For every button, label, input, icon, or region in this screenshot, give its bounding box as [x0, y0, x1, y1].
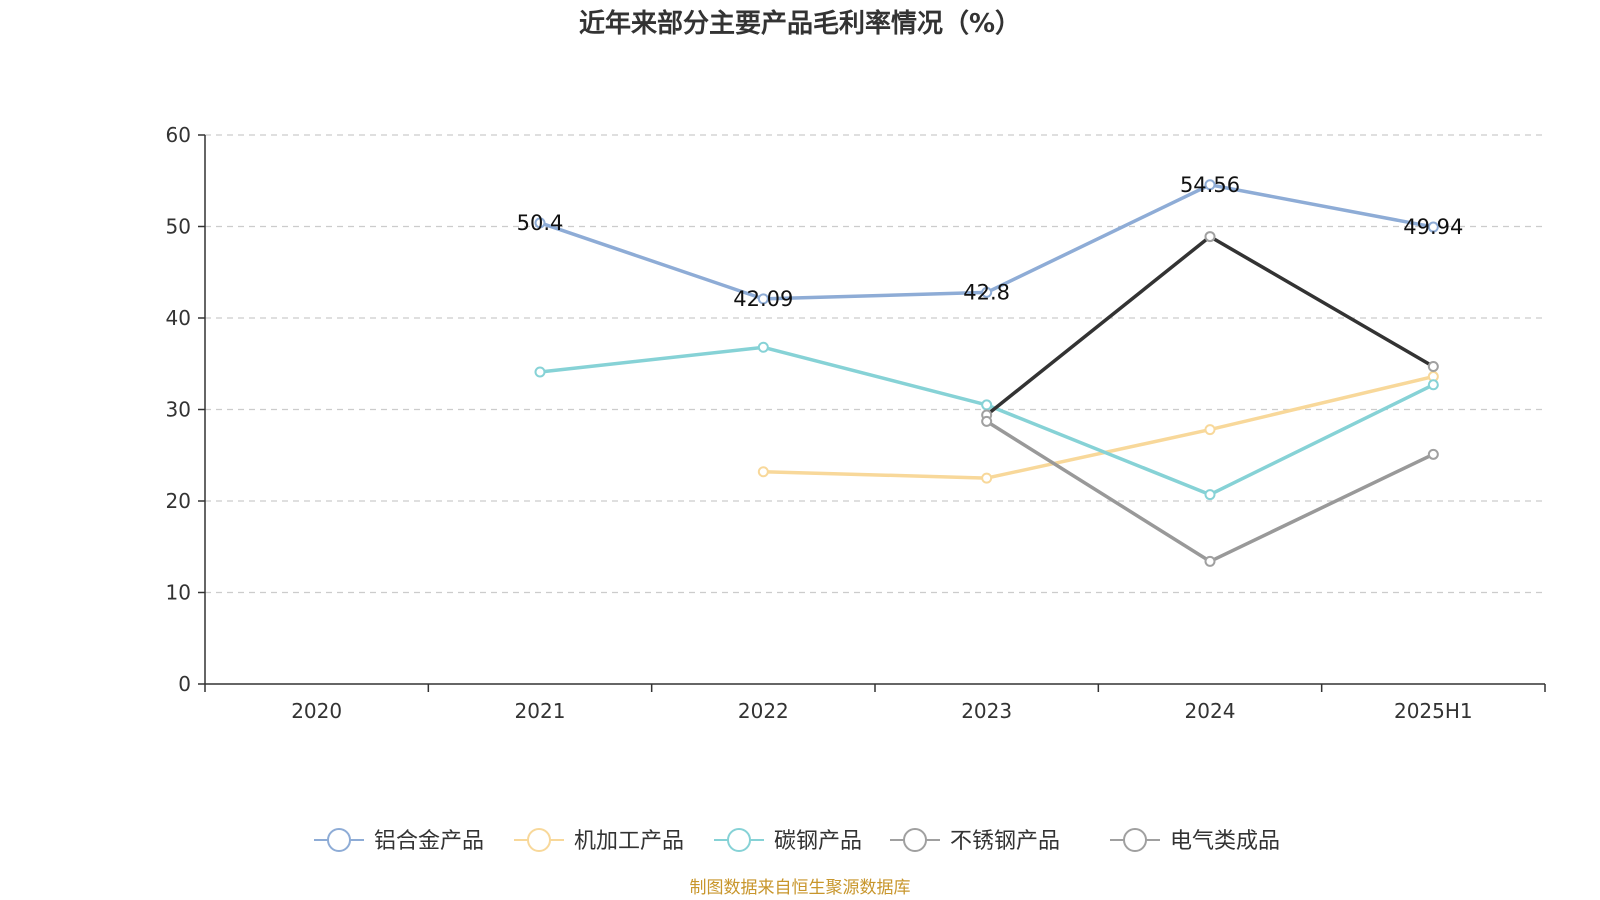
- legend-item: 电气类成品: [1110, 828, 1280, 854]
- legend-item: 碳钢产品: [714, 828, 862, 854]
- data-point: [1427, 379, 1439, 391]
- data-point: [1204, 179, 1216, 191]
- data-point: [1427, 448, 1439, 460]
- data-label: 49.94: [1403, 215, 1463, 239]
- legend-label: 碳钢产品: [774, 829, 862, 854]
- x-tick-label: 2024: [1185, 699, 1236, 723]
- data-point: [1204, 555, 1216, 567]
- axes: 0 10 20 30 40 50 60 2020 2021 2022 2023 2024 2025H1: [166, 123, 1546, 723]
- legend-marker: [527, 828, 551, 852]
- legend-label: 铝合金产品: [374, 829, 484, 854]
- y-tick-label: 10: [166, 581, 191, 605]
- legend-label: 不锈钢产品: [950, 829, 1060, 854]
- x-tick-label: 2021: [515, 699, 566, 723]
- source-note: 制图数据来自恒生聚源数据库: [690, 878, 911, 898]
- data-point: [1427, 360, 1439, 372]
- data-point: [757, 293, 769, 305]
- series-4: [981, 231, 1439, 421]
- legend-marker: [903, 828, 927, 852]
- series-2: [757, 371, 1439, 484]
- legend-item: 铝合金产品: [314, 828, 484, 854]
- data-point: [981, 415, 993, 427]
- data-label: 54.56: [1180, 173, 1240, 197]
- y-tick-label: 50: [166, 215, 191, 239]
- y-tick-label: 40: [166, 306, 191, 330]
- x-tick-label: 2020: [291, 699, 342, 723]
- series-3: [534, 341, 1439, 501]
- x-tick-label: 2022: [738, 699, 789, 723]
- legend-item: 机加工产品: [514, 828, 684, 854]
- x-tick-label: 2025H1: [1394, 699, 1473, 723]
- series-line: [984, 234, 1436, 417]
- y-tick-label: 20: [166, 489, 191, 513]
- y-tick-label: 30: [166, 398, 191, 422]
- y-tick-label: 0: [178, 672, 191, 696]
- chart-title: 近年来部分主要产品毛利率情况（%）: [579, 8, 1021, 39]
- series-1: [534, 179, 1439, 305]
- data-label: 50.4: [517, 211, 564, 235]
- data-label: 42.8: [963, 280, 1010, 304]
- legend: 铝合金产品 机加工产品 碳钢产品 不锈钢产品 电气类成品: [314, 828, 1280, 854]
- data-labels: 50.4 42.09 42.8 54.56 49.94: [517, 173, 1464, 311]
- data-point: [981, 399, 993, 411]
- data-point: [1204, 424, 1216, 436]
- data-point: [534, 217, 546, 229]
- x-tick-label: 2023: [961, 699, 1012, 723]
- legend-item: 不锈钢产品: [890, 828, 1060, 854]
- legend-marker: [1123, 828, 1147, 852]
- legend-label: 机加工产品: [574, 829, 684, 854]
- data-point: [1204, 489, 1216, 501]
- series-line: [761, 374, 1436, 480]
- legend-label: 电气类成品: [1170, 829, 1280, 854]
- data-point: [1204, 231, 1216, 243]
- data-point: [534, 366, 546, 378]
- data-point: [981, 472, 993, 484]
- grid-lines: [205, 134, 1545, 594]
- y-tick-label: 60: [166, 123, 191, 147]
- legend-marker: [327, 828, 351, 852]
- data-point: [981, 286, 993, 298]
- legend-marker: [727, 828, 751, 852]
- series-5: [981, 415, 1439, 567]
- data-label: 42.09: [733, 287, 793, 311]
- series-layer: [534, 179, 1439, 567]
- data-point: [757, 341, 769, 353]
- data-point: [757, 466, 769, 478]
- data-point: [1427, 221, 1439, 233]
